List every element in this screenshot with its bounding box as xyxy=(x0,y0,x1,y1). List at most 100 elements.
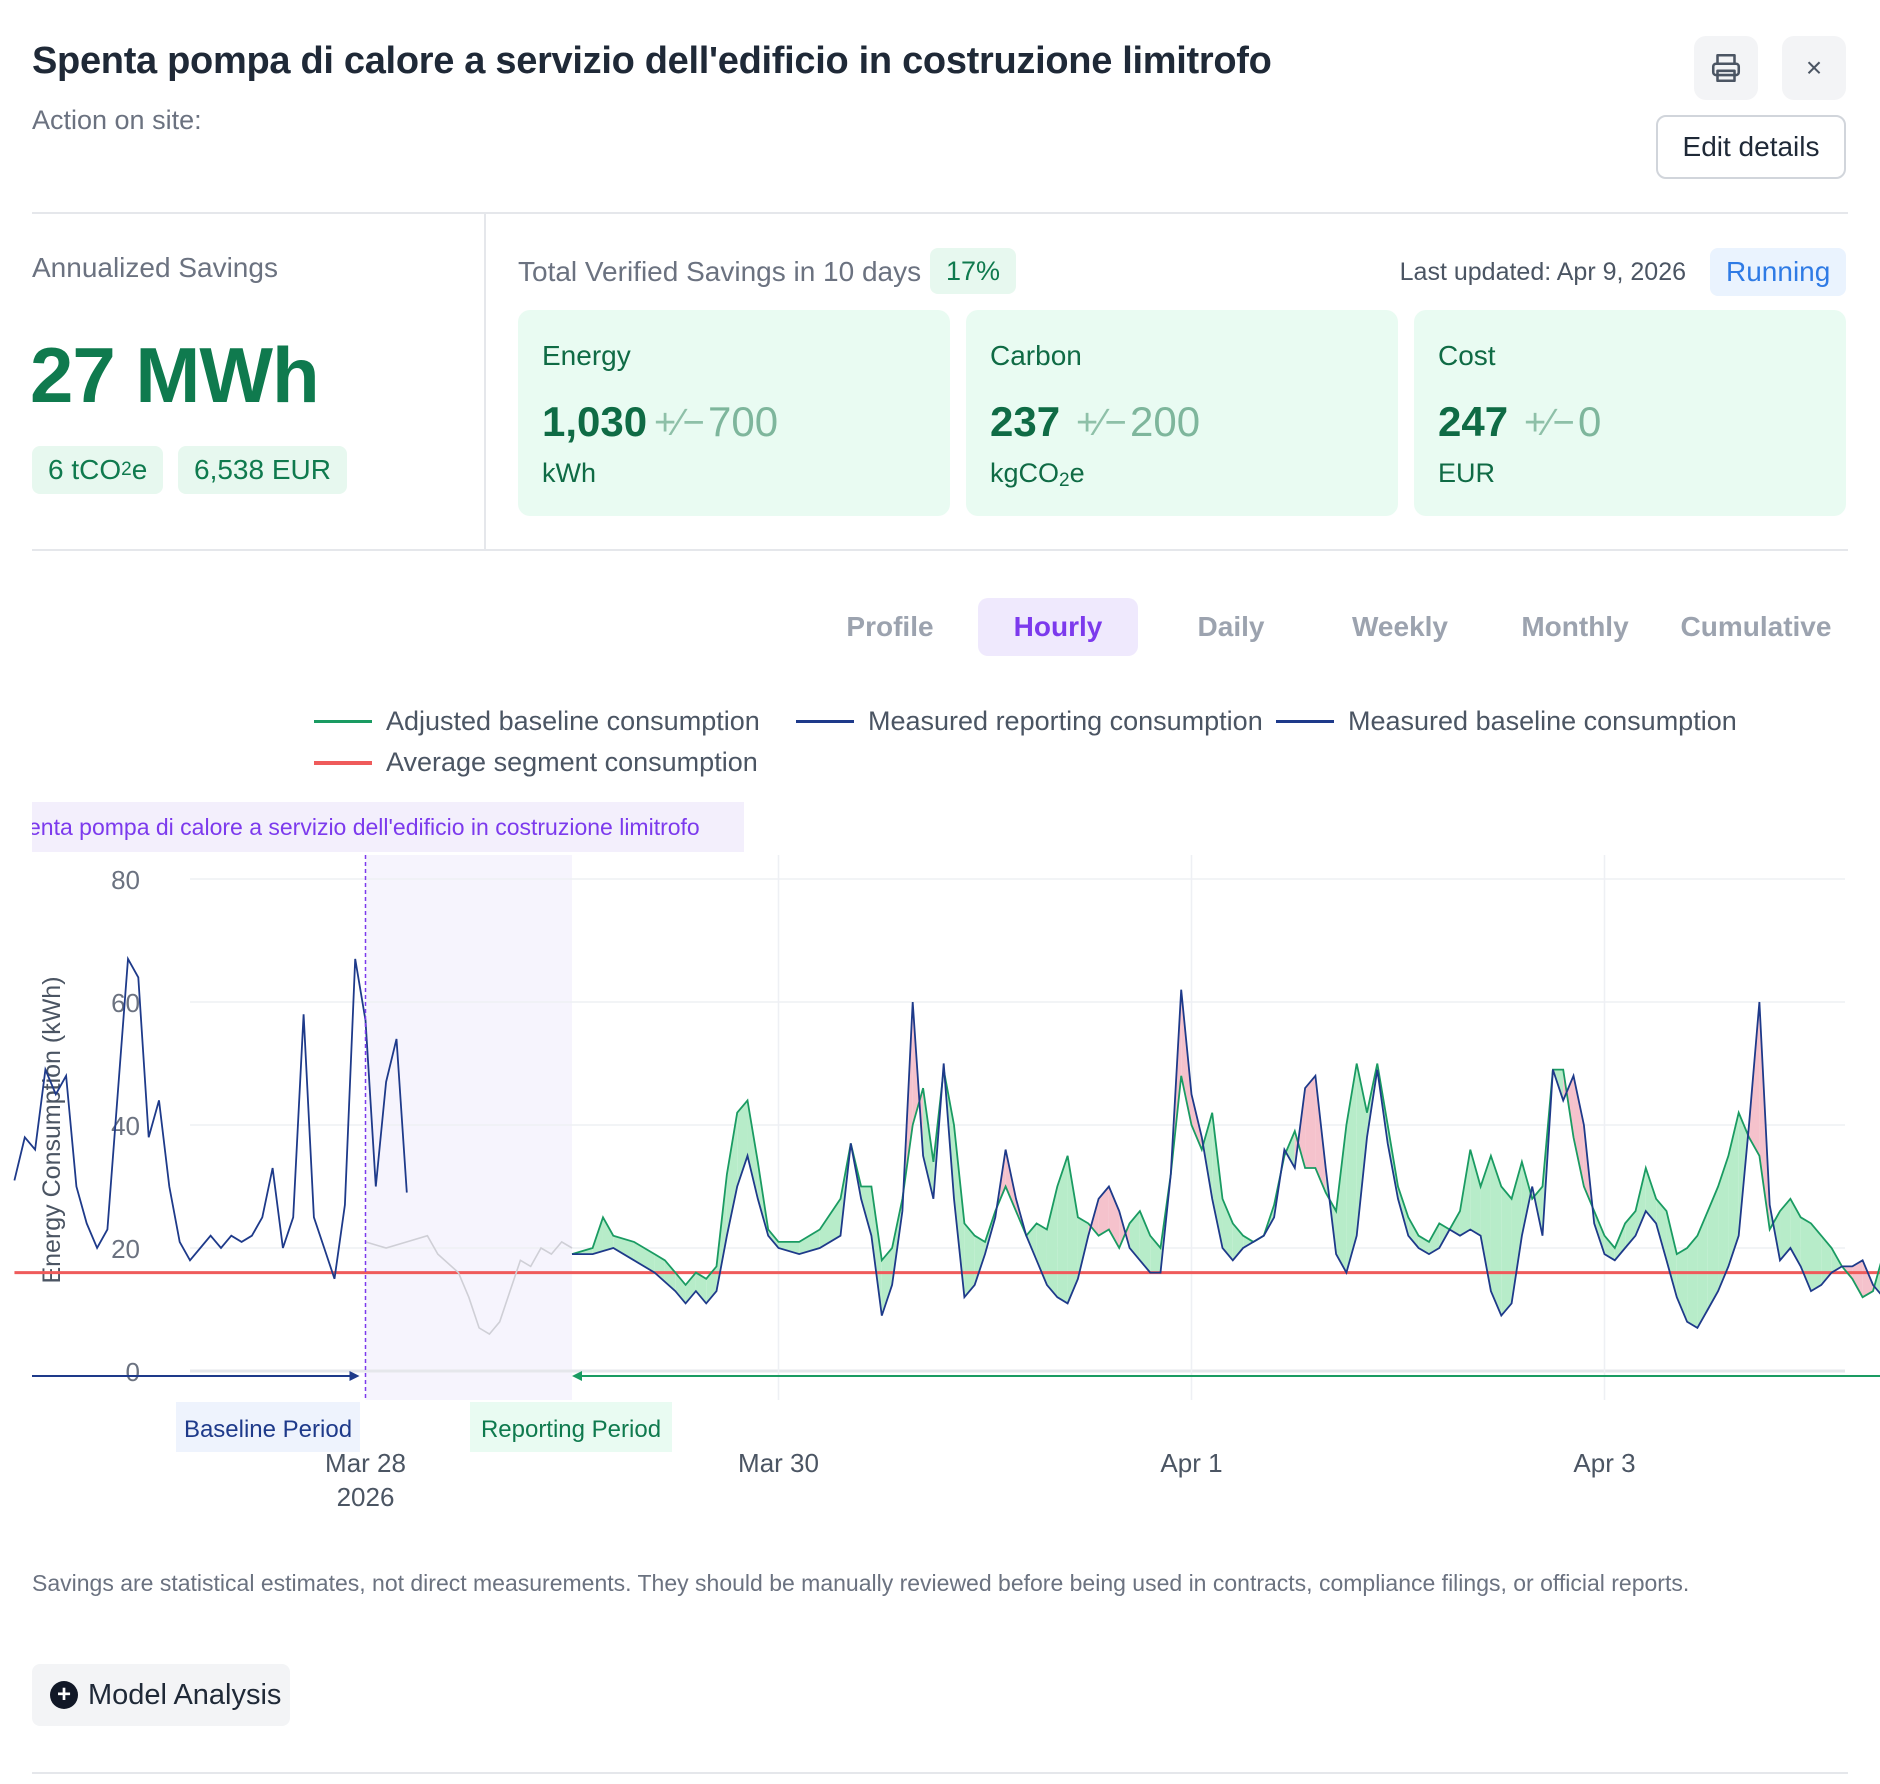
savings-area xyxy=(1480,1155,1491,1292)
savings-area xyxy=(602,1217,614,1252)
annualized-savings-label: Annualized Savings xyxy=(32,252,278,283)
savings-area xyxy=(1501,1186,1512,1316)
status-badge: Running xyxy=(1710,248,1847,296)
savings-area xyxy=(1656,1198,1667,1261)
model-analysis-button[interactable]: + Model Analysis xyxy=(32,1664,290,1726)
adjusted-baseline-line xyxy=(571,1063,1880,1299)
savings-area xyxy=(1046,1186,1058,1298)
annualized-savings-value: 27 MWh xyxy=(30,331,320,419)
legend-label: Measured baseline consumption xyxy=(1348,706,1737,736)
legend-measured-reporting[interactable]: Measured reporting consumption xyxy=(796,706,1263,737)
page-subtitle: Action on site: xyxy=(32,105,202,135)
savings-area xyxy=(1243,1235,1254,1248)
savings-area xyxy=(778,1241,800,1255)
segment-label: enta pompa di calore a servizio dell'edi… xyxy=(32,802,744,852)
savings-area xyxy=(737,1100,748,1187)
reporting-period-bg xyxy=(470,1402,672,1452)
legend-label: Adjusted baseline consumption xyxy=(386,706,760,736)
y-tick-label: 0 xyxy=(126,1357,140,1387)
plus-minus-icon: +∕− xyxy=(1524,402,1575,444)
savings-area xyxy=(1728,1112,1739,1267)
tab-profile[interactable]: Profile xyxy=(846,611,934,642)
savings-area xyxy=(1521,1161,1533,1236)
savings-area xyxy=(726,1112,738,1236)
cost-card-error: 0 xyxy=(1578,398,1602,445)
plus-minus-icon: +∕− xyxy=(1076,402,1127,444)
energy-card-value: 1,030 xyxy=(542,398,648,445)
savings-percent-badge: 17% xyxy=(930,248,1017,294)
legend-average-segment[interactable]: Average segment consumption xyxy=(314,747,758,778)
print-button[interactable] xyxy=(1694,36,1758,100)
savings-area xyxy=(1594,1211,1605,1255)
energy-card-error: 700 xyxy=(708,398,779,445)
total-verified-savings-label: Total Verified Savings in 10 days xyxy=(518,256,922,287)
tab-weekly[interactable]: Weekly xyxy=(1352,611,1448,642)
carbon-card-value: 237 xyxy=(990,398,1061,445)
savings-area xyxy=(1284,1131,1295,1169)
cost-pill: 6,538 EUR xyxy=(178,446,347,494)
plus-minus-icon: +∕− xyxy=(654,402,705,444)
cost-card-value: 247 xyxy=(1438,398,1509,445)
segment-label-text: enta pompa di calore a servizio dell'edi… xyxy=(32,813,700,840)
savings-area xyxy=(1129,1211,1140,1261)
y-tick-label: 80 xyxy=(111,865,140,895)
y-axis-title: Energy Consumption (kWh) xyxy=(38,976,66,1283)
savings-area xyxy=(1666,1211,1677,1298)
savings-area xyxy=(1222,1198,1233,1261)
legend-swatch xyxy=(796,720,854,723)
savings-area xyxy=(1780,1198,1791,1261)
savings-area xyxy=(1697,1211,1708,1328)
baseline-arrow-head xyxy=(349,1371,360,1381)
savings-area xyxy=(1098,1186,1109,1236)
savings-area xyxy=(954,1125,965,1298)
savings-area xyxy=(1418,1235,1429,1255)
page-title: Spenta pompa di calore a servizio dell'e… xyxy=(32,40,1272,82)
carbon-pill-suffix: e xyxy=(131,454,148,485)
divider-bottom xyxy=(32,1772,1848,1774)
savings-area xyxy=(1604,1235,1615,1261)
carbon-unit-suffix: e xyxy=(1069,458,1085,488)
savings-area xyxy=(613,1235,634,1261)
x-tick-label: Apr 3 xyxy=(1573,1448,1635,1478)
savings-area xyxy=(768,1229,779,1248)
carbon-unit-text: kgCO xyxy=(990,458,1060,488)
tab-daily[interactable]: Daily xyxy=(1197,611,1265,642)
legend-label: Average segment consumption xyxy=(386,747,758,777)
edit-details-button[interactable]: Edit details xyxy=(1656,115,1846,179)
x-tick-label: Mar 30 xyxy=(738,1448,819,1478)
savings-area xyxy=(799,1229,820,1255)
plus-circle-icon: + xyxy=(50,1681,78,1709)
savings-area xyxy=(685,1272,696,1304)
x-tick-label: Mar 28 xyxy=(325,1448,406,1478)
legend-swatch xyxy=(314,760,372,765)
divider-top xyxy=(32,212,1848,214)
legend-measured-baseline[interactable]: Measured baseline consumption xyxy=(1276,706,1737,737)
savings-area xyxy=(1852,1260,1863,1298)
legend-swatch xyxy=(1276,720,1334,723)
carbon-card: Carbon 237 +∕− 200 kgCO2e xyxy=(966,310,1398,516)
carbon-card-unit: kgCO2e xyxy=(990,458,1085,492)
legend-adjusted-baseline[interactable]: Adjusted baseline consumption xyxy=(314,706,760,737)
savings-area xyxy=(1790,1198,1801,1267)
close-icon: × xyxy=(1805,52,1823,83)
tab-monthly[interactable]: Monthly xyxy=(1521,611,1629,642)
tab-hourly[interactable]: Hourly xyxy=(978,598,1138,656)
gap-series-line xyxy=(365,1234,573,1336)
savings-area xyxy=(1862,1260,1873,1298)
cost-card: Cost 247 +∕− 0 EUR xyxy=(1414,310,1846,516)
energy-card: Energy 1,030 +∕− 700 kWh xyxy=(518,310,950,516)
gap-shade xyxy=(365,855,572,1400)
savings-area xyxy=(1336,1125,1347,1273)
x-tick-label: Apr 1 xyxy=(1160,1448,1222,1478)
close-button[interactable]: × xyxy=(1782,36,1846,100)
savings-area xyxy=(1408,1217,1419,1248)
divider-mid xyxy=(32,549,1848,551)
savings-area xyxy=(1645,1168,1657,1224)
savings-area xyxy=(1625,1211,1636,1248)
savings-area xyxy=(881,1248,893,1316)
savings-area xyxy=(1139,1211,1151,1273)
printer-icon xyxy=(1711,53,1741,83)
legend-label: Measured reporting consumption xyxy=(868,706,1263,736)
tab-cumulative[interactable]: Cumulative xyxy=(1680,611,1832,642)
